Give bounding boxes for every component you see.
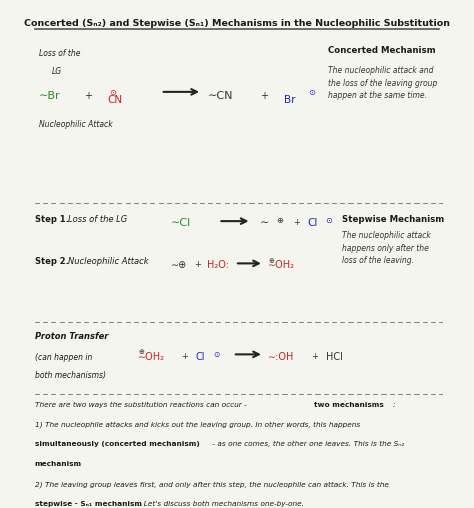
Text: +: + bbox=[84, 91, 92, 101]
Text: The nucleophilic attack and
the loss of the leaving group
happen at the same tim: The nucleophilic attack and the loss of … bbox=[328, 66, 437, 100]
Text: ⊕: ⊕ bbox=[268, 258, 274, 264]
Text: ⊕: ⊕ bbox=[138, 350, 144, 356]
Text: Step 1.: Step 1. bbox=[35, 215, 69, 224]
Text: Stepwise Mechanism: Stepwise Mechanism bbox=[342, 215, 445, 224]
Text: Br: Br bbox=[284, 95, 296, 105]
Text: ∼Br: ∼Br bbox=[39, 91, 61, 101]
Text: both mechanisms): both mechanisms) bbox=[35, 371, 106, 380]
Text: .: . bbox=[78, 461, 80, 467]
Text: mechanism: mechanism bbox=[35, 461, 82, 467]
Text: Proton Transfer: Proton Transfer bbox=[35, 332, 108, 341]
Text: ∼⊕: ∼⊕ bbox=[171, 260, 187, 270]
Text: There are two ways the substitution reactions can occur -: There are two ways the substitution reac… bbox=[35, 402, 249, 408]
Text: +: + bbox=[293, 217, 300, 227]
Text: +: + bbox=[194, 260, 201, 269]
Text: Loss of the: Loss of the bbox=[39, 49, 81, 57]
Text: Loss of the LG: Loss of the LG bbox=[68, 215, 127, 224]
Text: HCl: HCl bbox=[326, 352, 343, 362]
Text: ⊙: ⊙ bbox=[308, 88, 315, 97]
Text: H₂O:: H₂O: bbox=[207, 260, 229, 270]
Text: ∼OH₂: ∼OH₂ bbox=[138, 352, 165, 362]
Text: +: + bbox=[181, 352, 188, 361]
Text: Concerted (Sₙ₂) and Stepwise (Sₙ₁) Mechanisms in the Nucleophilic Substitution: Concerted (Sₙ₂) and Stepwise (Sₙ₁) Mecha… bbox=[24, 19, 450, 28]
Text: ∼CN: ∼CN bbox=[208, 91, 234, 101]
Text: LG: LG bbox=[51, 67, 62, 76]
Text: ∼Cl: ∼Cl bbox=[171, 217, 191, 228]
Text: ⊙: ⊙ bbox=[325, 216, 332, 225]
Text: +: + bbox=[311, 352, 318, 361]
Text: ⊕: ⊕ bbox=[276, 216, 283, 225]
Text: (can happen in: (can happen in bbox=[35, 353, 92, 362]
Text: 2) The leaving group leaves first, and only after this step, the nucleophile can: 2) The leaving group leaves first, and o… bbox=[35, 481, 389, 488]
Text: ⊙: ⊙ bbox=[213, 350, 220, 359]
Text: ∼OH₂: ∼OH₂ bbox=[268, 260, 295, 270]
Text: Concerted Mechanism: Concerted Mechanism bbox=[328, 46, 436, 55]
Text: 1) The nucleophile attacks and kicks out the leaving group. In other words, this: 1) The nucleophile attacks and kicks out… bbox=[35, 422, 360, 428]
Text: Step 2.: Step 2. bbox=[35, 258, 69, 266]
Text: two mechanisms: two mechanisms bbox=[314, 402, 383, 407]
Text: ∼:OH: ∼:OH bbox=[268, 352, 294, 362]
Text: Nucleophilic Attack: Nucleophilic Attack bbox=[39, 120, 113, 129]
Text: Nucleophilic Attack: Nucleophilic Attack bbox=[68, 258, 148, 266]
Text: ⊙: ⊙ bbox=[109, 88, 116, 97]
Text: Cl: Cl bbox=[196, 352, 205, 362]
Text: :: : bbox=[392, 402, 395, 407]
Text: Cl: Cl bbox=[307, 217, 318, 228]
Text: - as one comes, the other one leaves. This is the Sₙ₂: - as one comes, the other one leaves. Th… bbox=[210, 441, 404, 448]
Text: . Let's discuss both mechanisms one-by-one.: . Let's discuss both mechanisms one-by-o… bbox=[139, 501, 304, 507]
Text: simultaneously (concerted mechanism): simultaneously (concerted mechanism) bbox=[35, 441, 200, 448]
Text: The nucleophilic attack
happens only after the
loss of the leaving.: The nucleophilic attack happens only aft… bbox=[342, 231, 431, 265]
Text: +: + bbox=[260, 91, 268, 101]
Text: ∼: ∼ bbox=[260, 217, 269, 228]
Text: stepwise - Sₙ₁ mechanism: stepwise - Sₙ₁ mechanism bbox=[35, 501, 142, 507]
Text: CN: CN bbox=[107, 95, 122, 105]
